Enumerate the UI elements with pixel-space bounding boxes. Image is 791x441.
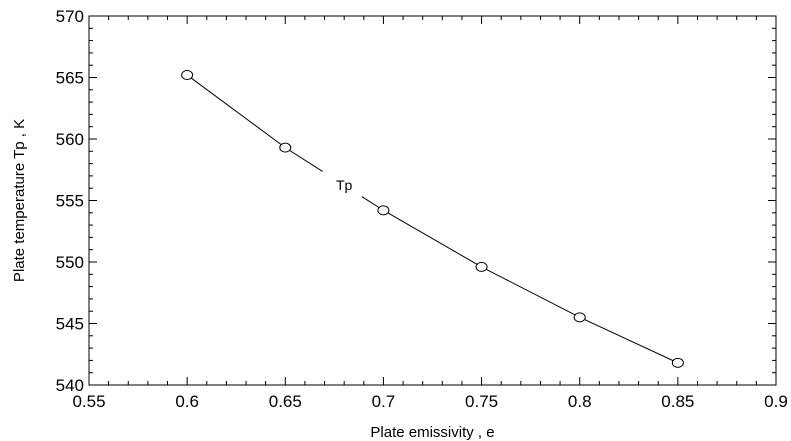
- y-tick-label: 555: [56, 192, 84, 211]
- data-point: [573, 312, 586, 323]
- x-axis-title: Plate emissivity , e: [370, 424, 494, 441]
- series-line-segment: [481, 266, 580, 318]
- x-tick-label: 0.6: [175, 392, 199, 411]
- y-tick-label: 570: [56, 7, 84, 26]
- x-tick-label: 0.85: [661, 392, 694, 411]
- data-point: [279, 142, 292, 153]
- series-line-segment: [186, 74, 286, 149]
- x-tick-label: 0.7: [372, 392, 396, 411]
- y-tick-label: 540: [56, 376, 84, 395]
- y-tick-label: 550: [56, 253, 84, 272]
- x-axis: 0.55 0.6 0.65 0.7 0.75 0.8 0.85 0.9: [72, 16, 788, 411]
- plot-frame: [88, 15, 777, 386]
- series-layer: Tp: [181, 70, 684, 368]
- data-point: [181, 70, 194, 81]
- x-tick-label: 0.75: [465, 392, 498, 411]
- x-tick-label: 0.9: [764, 392, 788, 411]
- plot-area-border: [88, 15, 777, 386]
- x-tick-label: 0.55: [72, 392, 105, 411]
- x-tick-label: 0.8: [568, 392, 592, 411]
- data-point: [475, 261, 488, 272]
- data-point: [377, 205, 390, 216]
- y-axis: 540 545 550 555 560 565 570: [56, 7, 776, 395]
- y-axis-title: Plate temperature Tp , K: [11, 119, 28, 282]
- x-tick-label: 0.65: [269, 392, 302, 411]
- series-line-segment: [285, 147, 323, 172]
- y-tick-label: 565: [56, 69, 84, 88]
- data-point: [671, 357, 684, 368]
- series-line-segment: [579, 316, 679, 364]
- series-inline-label: Tp: [336, 177, 353, 193]
- y-tick-label: 545: [56, 315, 84, 334]
- series-line-segment: [383, 209, 482, 268]
- y-tick-label: 560: [56, 130, 84, 149]
